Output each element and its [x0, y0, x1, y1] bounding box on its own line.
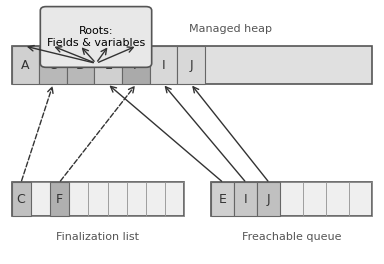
- Bar: [50, 182, 69, 216]
- Text: Roots:
Fields & variables: Roots: Fields & variables: [47, 26, 145, 48]
- Bar: [177, 46, 205, 84]
- Text: Managed heap: Managed heap: [189, 24, 272, 34]
- Bar: [146, 182, 165, 216]
- Bar: [12, 182, 31, 216]
- Bar: [280, 182, 303, 216]
- Text: C: C: [17, 193, 25, 206]
- Bar: [12, 182, 184, 216]
- Bar: [211, 182, 372, 216]
- Bar: [234, 182, 257, 216]
- Bar: [12, 182, 31, 216]
- Bar: [122, 46, 150, 84]
- Text: E: E: [219, 193, 227, 206]
- Bar: [31, 182, 50, 216]
- Bar: [69, 182, 88, 216]
- Bar: [303, 182, 326, 216]
- Bar: [349, 182, 372, 216]
- Bar: [211, 182, 234, 216]
- Text: A: A: [21, 59, 30, 72]
- Text: E: E: [104, 59, 112, 72]
- Text: I: I: [162, 59, 166, 72]
- FancyBboxPatch shape: [40, 7, 152, 67]
- Bar: [108, 182, 127, 216]
- Text: D: D: [76, 59, 86, 72]
- Bar: [150, 46, 177, 84]
- Bar: [234, 182, 257, 216]
- Bar: [211, 182, 234, 216]
- Bar: [326, 182, 349, 216]
- Bar: [165, 182, 184, 216]
- Text: Finalization list: Finalization list: [56, 232, 139, 242]
- Text: Freachable queue: Freachable queue: [242, 232, 342, 242]
- Bar: [50, 182, 69, 216]
- Bar: [257, 182, 280, 216]
- Text: C: C: [49, 59, 57, 72]
- Bar: [257, 182, 280, 216]
- Bar: [88, 182, 108, 216]
- Bar: [12, 46, 372, 84]
- Bar: [94, 46, 122, 84]
- Text: J: J: [267, 193, 271, 206]
- Bar: [12, 46, 39, 84]
- Bar: [127, 182, 146, 216]
- Bar: [67, 46, 94, 84]
- Text: I: I: [244, 193, 248, 206]
- Text: F: F: [56, 193, 63, 206]
- Text: F: F: [132, 59, 139, 72]
- Bar: [39, 46, 67, 84]
- Text: J: J: [189, 59, 193, 72]
